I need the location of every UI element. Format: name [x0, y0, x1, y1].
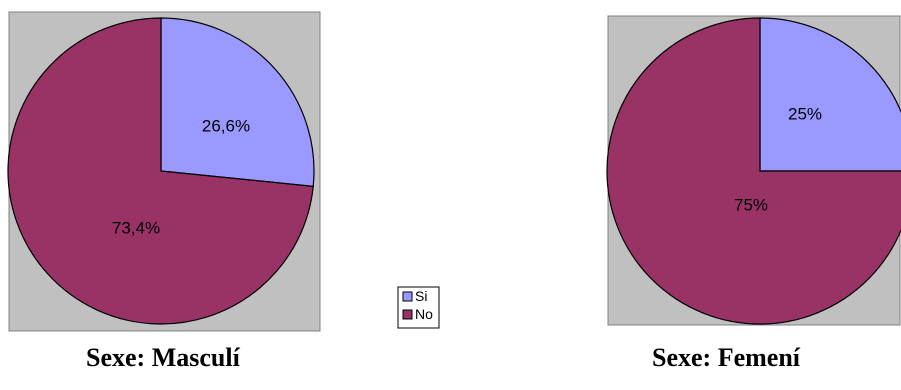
slice-label-no: 73,4% [112, 218, 160, 237]
chart-title-masculi: Sexe: Masculí [86, 343, 240, 372]
legend-swatch-si [402, 291, 413, 302]
pie-slice-no [606, 17, 901, 325]
pie-slice-si [759, 17, 901, 172]
pie-chart-femeni: 25% 75% [606, 15, 901, 326]
slice-label-si: 26,6% [202, 116, 250, 135]
slice-label-no: 75% [734, 195, 768, 214]
legend-label-no: No [415, 306, 433, 322]
legend-swatch-no [402, 309, 413, 320]
pie-slice-si [160, 17, 315, 188]
chart-title-femeni: Sexe: Femení [652, 343, 801, 372]
legend-label-si: Si [415, 288, 427, 304]
legend: Si No [397, 286, 440, 329]
slice-label-si: 25% [788, 104, 822, 123]
pie-chart-masculi: 26,6% 73,4% [7, 11, 321, 332]
pie-slice-no [7, 17, 314, 325]
